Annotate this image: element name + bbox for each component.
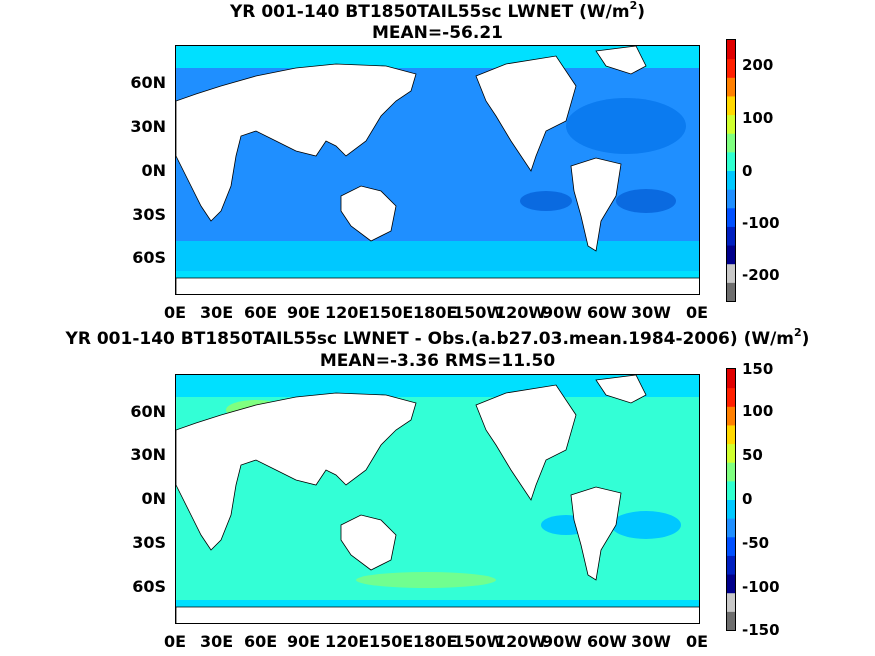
panel2-lon-60w: 60W xyxy=(587,632,627,651)
panel1-cbar-tick-neg100: -100 xyxy=(742,214,780,232)
panel2-lon-120e: 120E xyxy=(325,632,370,651)
colorbar-segment xyxy=(727,282,735,302)
panel2-cbar-tick-neg100: -100 xyxy=(742,578,780,596)
panel2-title-line2: MEAN=-3.36 RMS=11.50 xyxy=(319,351,556,371)
panel1-lon-0e: 0E xyxy=(164,303,187,322)
colorbar-segment xyxy=(727,480,735,500)
land-masses xyxy=(176,46,699,294)
atlantic-low xyxy=(566,98,686,154)
colorbar-segment xyxy=(727,574,735,594)
land-masses xyxy=(176,375,699,623)
panel1-lon-120e: 120E xyxy=(325,303,370,322)
panel2-lon-60e: 60E xyxy=(244,632,278,651)
panel2-lon-30e: 30E xyxy=(200,632,234,651)
panel1-lat-0n: 0N xyxy=(141,161,166,180)
panel1-lon-60w: 60W xyxy=(587,303,627,322)
colorbar-segment xyxy=(727,424,735,445)
panel2-cbar-tick-100: 100 xyxy=(742,402,774,420)
panel2-cbar-tick-0: 0 xyxy=(742,490,753,508)
colorbar-segment xyxy=(727,207,735,227)
panel1-cbar-tick-neg200: -200 xyxy=(742,266,780,284)
panel1-lat-60s: 60S xyxy=(132,248,166,267)
colorbar-segment xyxy=(727,77,735,97)
panel2-lon-150w: 150W xyxy=(453,632,505,651)
colorbar-segment xyxy=(727,443,735,463)
colorbar-segment xyxy=(727,536,735,556)
panel1-colorbar xyxy=(726,39,736,302)
panel1-lon-60e: 60E xyxy=(244,303,278,322)
panel1-cbar-tick-200: 200 xyxy=(742,56,774,74)
colorbar-segment xyxy=(727,592,735,612)
panel2-title-line1: YR 001-140 BT1850TAIL55sc LWNET - Obs.(a… xyxy=(65,326,810,349)
panel2-lon-180e: 180E xyxy=(413,632,458,651)
atlantic-s-low xyxy=(616,189,676,213)
panel2-lon-0e: 0E xyxy=(164,632,187,651)
panel1-lon-150w: 150W xyxy=(453,303,505,322)
panel2-cbar-tick-neg150: -150 xyxy=(742,621,780,639)
panel1-cbar-tick-0: 0 xyxy=(742,162,753,180)
colorbar-segment xyxy=(727,369,735,389)
colorbar-segment xyxy=(727,499,735,519)
colorbar-segment xyxy=(727,40,735,60)
panel2-lat-30s: 30S xyxy=(132,533,166,552)
panel1-lat-30n: 30N xyxy=(130,117,166,136)
panel1-lat-30s: 30S xyxy=(132,205,166,224)
panel1-lon-90w: 90W xyxy=(542,303,582,322)
panel2-lat-60s: 60S xyxy=(132,577,166,596)
colorbar-segment xyxy=(727,406,735,426)
panel2-lon-90w: 90W xyxy=(542,632,582,651)
panel2-lon-150e: 150E xyxy=(369,632,414,651)
panel2-lat-60n: 60N xyxy=(130,402,166,421)
colorbar-segment xyxy=(727,170,735,190)
arctic-band xyxy=(176,46,699,68)
colorbar-segment xyxy=(727,226,735,246)
panel1-map xyxy=(175,45,700,295)
colorbar-segment xyxy=(727,387,735,407)
panel1-lon-120w: 120W xyxy=(495,303,547,322)
panel2-cbar-tick-neg50: -50 xyxy=(742,534,770,552)
southern-ocean-band xyxy=(356,572,496,588)
colorbar-segment xyxy=(727,133,735,153)
panel2-map xyxy=(175,374,700,624)
colorbar-segment xyxy=(727,189,735,209)
panel1-lon-150e: 150E xyxy=(369,303,414,322)
colorbar-segment xyxy=(727,95,735,116)
colorbar-segment xyxy=(727,151,735,171)
panel1-title-line1: YR 001-140 BT1850TAIL55sc LWNET (W/m2) xyxy=(230,0,645,22)
colorbar-segment xyxy=(727,114,735,134)
panel1-lon-0e-end: 0E xyxy=(686,303,709,322)
panel2-colorbar xyxy=(726,368,736,631)
panel2-cbar-tick-50: 50 xyxy=(742,446,763,464)
colorbar-segment xyxy=(727,245,735,265)
panel2-lon-30w: 30W xyxy=(631,632,671,651)
colorbar-segment xyxy=(727,462,735,482)
colorbar-segment xyxy=(727,263,735,283)
panel2-lon-120w: 120W xyxy=(495,632,547,651)
pacific-low xyxy=(520,191,572,211)
panel2-lon-90e: 90E xyxy=(287,632,321,651)
panel2-lat-30n: 30N xyxy=(130,445,166,464)
southern-band xyxy=(176,241,699,271)
colorbar-segment xyxy=(727,555,735,575)
panel2-cbar-tick-150: 150 xyxy=(742,360,774,378)
panel1-title-line2: MEAN=-56.21 xyxy=(372,23,503,43)
panel1-cbar-tick-100: 100 xyxy=(742,109,774,127)
panel1-lon-180e: 180E xyxy=(413,303,458,322)
panel2-lat-0n: 0N xyxy=(141,489,166,508)
panel1-lon-30e: 30E xyxy=(200,303,234,322)
panel1-lon-30w: 30W xyxy=(631,303,671,322)
panel1-lon-90e: 90E xyxy=(287,303,321,322)
colorbar-segment xyxy=(727,518,735,538)
colorbar-segment xyxy=(727,58,735,78)
atlantic-s-low xyxy=(611,511,681,539)
panel2-lon-0e-end: 0E xyxy=(686,632,709,651)
panel1-lat-60n: 60N xyxy=(130,73,166,92)
arctic-band xyxy=(176,375,699,397)
colorbar-segment xyxy=(727,611,735,631)
